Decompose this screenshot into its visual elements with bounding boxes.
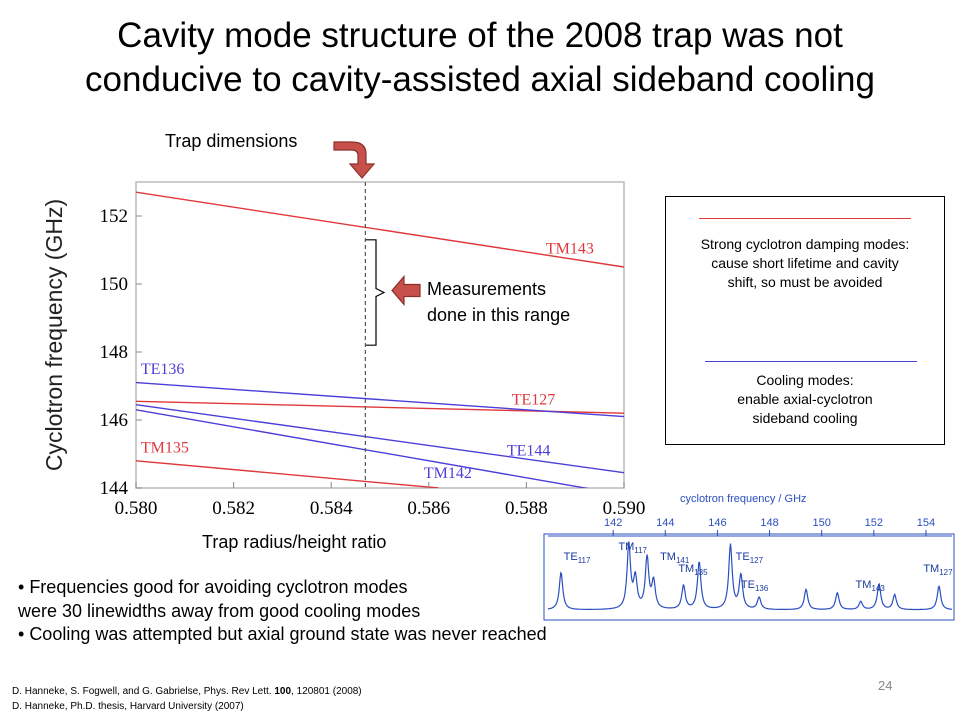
spectrum-title: cyclotron frequency / GHz xyxy=(680,493,807,505)
spectrum-mode-label: TM141 xyxy=(660,551,690,565)
bullet-1-continuation: were 30 linewidths away from good coolin… xyxy=(18,600,421,621)
bullet-1-text: Frequencies good for avoiding cyclotron … xyxy=(29,577,408,597)
bullet-2: • Cooling was attempted but axial ground… xyxy=(18,624,547,644)
spectrum-mode-label: TE117 xyxy=(564,551,591,565)
measurements-line-1: Measurements xyxy=(427,279,547,299)
spectrum-mode-label: TM117 xyxy=(618,541,647,555)
series-label-te127: TE127 xyxy=(512,392,556,409)
spectrum-tick-label: 154 xyxy=(917,517,935,529)
title-line-1: Cavity mode structure of the 2008 trap w… xyxy=(117,16,843,55)
title-line-2: conducive to cavity-assisted axial sideb… xyxy=(85,60,875,99)
measurements-arrow-icon xyxy=(391,274,421,307)
series-label-tm135: TM135 xyxy=(141,439,189,456)
legend-damping-line-3: shift, so must be avoided xyxy=(727,274,883,290)
reference-1-volume: 100 xyxy=(274,686,292,697)
x-tick-label: 0.590 xyxy=(603,498,646,519)
series-line-tm135 xyxy=(136,460,439,488)
reference-2: D. Hanneke, Ph.D. thesis, Harvard Univer… xyxy=(12,701,244,712)
spectrum-tick-label: 144 xyxy=(656,517,674,529)
spectrum-mode-label: TM127 xyxy=(923,563,953,577)
cyclotron-frequency-chart: 0.580 0.582 0.584 0.586 0.588 0.590 144 146 148 1… xyxy=(41,141,646,519)
y-axis-label: Cyclotron frequency (GHz) xyxy=(41,199,67,471)
references: D. Hanneke, S. Fogwell, and G. Gabrielse… xyxy=(12,684,362,714)
spectrum-mode-label: TM135 xyxy=(678,563,708,577)
y-tick-label: 146 xyxy=(100,410,129,431)
x-tick-label: 0.584 xyxy=(310,498,353,519)
legend-cooling-line-1: Cooling modes: xyxy=(756,372,854,388)
x-tick-label: 0.588 xyxy=(505,498,548,519)
x-tick-label: 0.582 xyxy=(212,498,255,519)
x-tick-label: 0.580 xyxy=(115,498,158,519)
trap-dimensions-label: Trap dimensions xyxy=(165,131,298,151)
legend-damping-text: Strong cyclotron damping modes: cause sh… xyxy=(666,235,944,292)
slide-title: Cavity mode structure of the 2008 trap w… xyxy=(0,14,960,102)
legend-cooling-text: Cooling modes: enable axial-cyclotron si… xyxy=(666,371,944,428)
series-line-te136 xyxy=(136,381,624,418)
spectrum-tick-label: 142 xyxy=(604,517,622,529)
y-tick-label: 148 xyxy=(100,342,129,363)
legend-cooling-line xyxy=(705,361,917,362)
page-number: 24 xyxy=(878,678,893,693)
spectrum-frame xyxy=(543,533,955,621)
reference-1: D. Hanneke, S. Fogwell, and G. Gabrielse… xyxy=(12,684,362,699)
spectrum-trace xyxy=(547,541,953,611)
legend-damping-line-2: cause short lifetime and cavity xyxy=(711,255,899,271)
legend-cooling-line-2: enable axial-cyclotron xyxy=(737,391,873,407)
trap-dimensions-pointer-icon xyxy=(333,141,376,179)
bullet-1: • Frequencies good for avoiding cyclotro… xyxy=(18,577,408,597)
series-line-tm142 xyxy=(136,409,590,488)
y-tick-label: 152 xyxy=(100,206,129,227)
spectrum-tick-label: 150 xyxy=(812,517,830,529)
measurements-line-2: done in this range xyxy=(427,305,571,325)
y-tick-label: 144 xyxy=(100,478,129,499)
plot-frame xyxy=(135,181,625,489)
measurement-range-bracket xyxy=(366,239,386,346)
series-label-tm142: TM142 xyxy=(424,465,472,482)
bullet-2-text: Cooling was attempted but axial ground s… xyxy=(29,624,547,644)
mode-legend: Strong cyclotron damping modes: cause sh… xyxy=(665,196,945,445)
spectrum-mode-label: TM143 xyxy=(856,579,886,593)
spectrum-mode-label: TE127 xyxy=(736,551,764,565)
legend-damping-line-1: Strong cyclotron damping modes: xyxy=(700,236,910,252)
x-axis-caption: Trap radius/height ratio xyxy=(202,532,387,552)
legend-damping-line xyxy=(699,218,911,219)
series-label-te136: TE136 xyxy=(141,361,185,378)
series-line-tm143 xyxy=(136,191,624,268)
spectrum-tick-label: 146 xyxy=(708,517,726,529)
x-tick-label: 0.586 xyxy=(407,498,450,519)
spectrum-mode-label: TE136 xyxy=(741,579,769,593)
cyclotron-spectrum-chart: cyclotron frequency / GHz 142 144 146 148 150… xyxy=(543,493,955,621)
series-label-tm143: TM143 xyxy=(546,240,594,257)
legend-cooling-line-3: sideband cooling xyxy=(752,410,858,426)
series-label-te144: TE144 xyxy=(507,443,551,460)
reference-1-pages: , 120801 (2008) xyxy=(291,686,362,697)
y-tick-label: 150 xyxy=(100,274,129,295)
spectrum-tick-label: 152 xyxy=(865,517,883,529)
bullet-list: • Frequencies good for avoiding cyclotro… xyxy=(18,576,547,647)
spectrum-tick-label: 148 xyxy=(760,517,778,529)
series-group xyxy=(136,191,624,488)
measurements-label: Measurements done in this range xyxy=(427,276,570,328)
reference-1-authors: D. Hanneke, S. Fogwell, and G. Gabrielse… xyxy=(12,686,275,697)
series-line-te144 xyxy=(136,404,624,474)
